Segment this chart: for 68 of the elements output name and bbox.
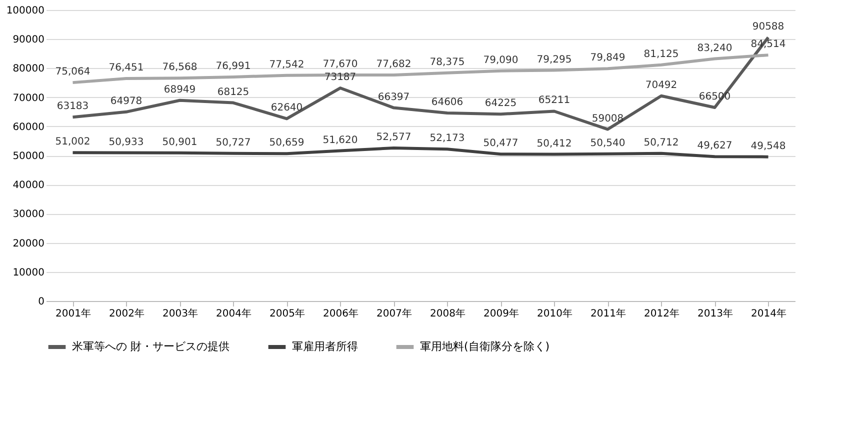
x-tick-label: 2008年: [430, 308, 466, 320]
data-label: 52,577: [376, 132, 412, 143]
data-label: 50,901: [162, 136, 198, 148]
legend-label: 米軍等への 財・サービスの提供: [72, 340, 230, 353]
data-label: 64225: [484, 98, 517, 110]
x-tick-label: 2004年: [216, 308, 252, 320]
y-tick-label: 10000: [12, 267, 44, 278]
data-label: 50,712: [644, 137, 679, 148]
data-label: 50,933: [108, 136, 144, 148]
data-label: 77,682: [376, 58, 412, 70]
y-tick-label: 0: [38, 296, 44, 308]
data-label: 50,412: [536, 138, 572, 150]
data-label: 90588: [752, 21, 784, 32]
y-tick-label: 80000: [12, 64, 44, 75]
y-tick-label: 100000: [6, 6, 44, 16]
data-label: 66397: [378, 92, 410, 103]
x-tick-label: 2010年: [537, 308, 572, 320]
legend-label: 軍用地料(自衛隊分を除く): [420, 340, 550, 353]
data-label: 73187: [324, 72, 356, 84]
x-tick-label: 2007年: [376, 308, 412, 320]
x-tick-label: 2014年: [751, 308, 786, 320]
x-tick-label: 2001年: [56, 308, 91, 320]
data-label: 79,295: [536, 54, 572, 66]
data-label: 68949: [164, 84, 196, 96]
x-tick-label: 2012年: [644, 308, 680, 320]
data-label: 62640: [270, 102, 303, 114]
data-label: 50,477: [483, 138, 518, 150]
data-label: 51,002: [55, 136, 90, 148]
data-label: 59008: [592, 113, 624, 124]
data-label: 76,451: [108, 62, 144, 74]
data-label: 68125: [217, 86, 250, 98]
data-label: 77,670: [322, 58, 358, 70]
y-tick-label: 90000: [12, 34, 44, 46]
data-label: 76,991: [216, 60, 251, 72]
data-label: 79,090: [483, 54, 518, 66]
x-tick-label: 2013年: [698, 308, 733, 320]
y-tick-label: 70000: [12, 92, 44, 104]
x-tick-label: 2006年: [323, 308, 358, 320]
data-label: 81,125: [644, 48, 679, 60]
data-label: 70492: [645, 80, 678, 91]
data-label: 51,620: [322, 134, 358, 146]
data-label: 75,064: [55, 66, 90, 78]
x-tick-label: 2009年: [484, 308, 519, 320]
data-label: 50,727: [216, 137, 251, 148]
data-label: 63183: [56, 101, 89, 112]
data-label: 50,659: [269, 138, 304, 149]
x-tick-label: 2011年: [590, 308, 626, 320]
legend-label: 軍雇用者所得: [292, 340, 358, 353]
y-tick-label: 30000: [12, 209, 44, 220]
y-tick-label: 50000: [12, 151, 44, 162]
x-tick-label: 2003年: [162, 308, 198, 320]
data-label: 52,173: [430, 133, 465, 144]
y-tick-label: 40000: [12, 180, 44, 192]
y-tick-label: 20000: [12, 238, 44, 250]
data-label: 79,849: [590, 52, 626, 64]
data-label: 65211: [538, 95, 570, 106]
x-tick-label: 2005年: [270, 308, 305, 320]
data-label: 64606: [431, 96, 464, 108]
data-label: 83,240: [697, 42, 732, 54]
data-label: 50,540: [590, 138, 626, 149]
data-label: 77,542: [269, 59, 304, 70]
data-label: 76,568: [162, 62, 198, 74]
data-label: 49,548: [750, 140, 786, 152]
data-label: 78,375: [430, 56, 465, 68]
data-label: 64978: [110, 96, 142, 107]
data-label: 49,627: [697, 140, 732, 152]
x-tick-label: 2002年: [109, 308, 144, 320]
y-tick-label: 60000: [12, 122, 44, 133]
